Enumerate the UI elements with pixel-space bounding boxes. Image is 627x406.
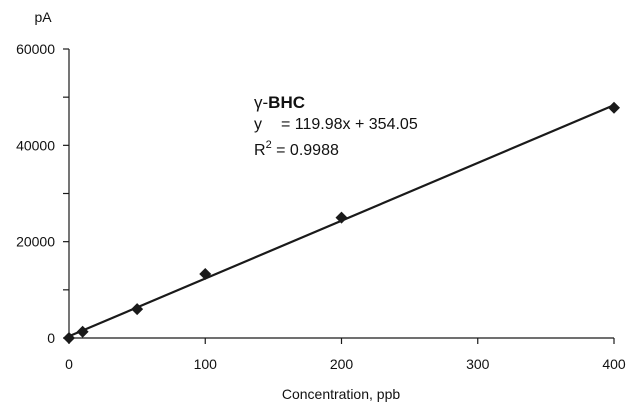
y-tick-label: 0 <box>47 330 55 346</box>
compound-name: BHC <box>268 93 305 112</box>
x-tick-label: 0 <box>65 356 73 372</box>
x-tick-label: 200 <box>330 356 354 372</box>
equation-rhs: = 119.98x + 354.05 <box>281 116 418 133</box>
data-point <box>63 332 75 344</box>
data-point <box>131 303 144 316</box>
x-tick-label: 100 <box>194 356 218 372</box>
y-tick-label: 40000 <box>16 137 55 153</box>
y-tick-label: 60000 <box>16 41 55 57</box>
data-point <box>76 325 89 338</box>
x-axis-label: Concentration, ppb <box>282 386 401 402</box>
equation-var: y <box>254 116 262 133</box>
r-squared: R2 = 0.9988 <box>254 139 339 159</box>
y-axis-label: pA <box>34 9 52 25</box>
x-tick-label: 400 <box>602 356 626 372</box>
r2-label: R <box>254 142 266 159</box>
y-ticks: 0 20000 40000 60000 <box>16 41 69 346</box>
data-point <box>199 267 212 280</box>
y-tick-label: 20000 <box>16 234 55 250</box>
x-ticks: 0 100 200 300 400 <box>65 338 626 372</box>
data-point <box>335 211 348 224</box>
r2-value: = 0.9988 <box>272 142 339 159</box>
compound-prefix: γ- <box>254 93 268 112</box>
x-tick-label: 300 <box>466 356 490 372</box>
data-point <box>608 101 620 114</box>
r2-sup: 2 <box>266 139 272 151</box>
compound-label: γ-BHC <box>254 93 305 112</box>
regression-equation: y = 119.98x + 354.05 <box>254 116 418 133</box>
data-points <box>63 101 620 344</box>
